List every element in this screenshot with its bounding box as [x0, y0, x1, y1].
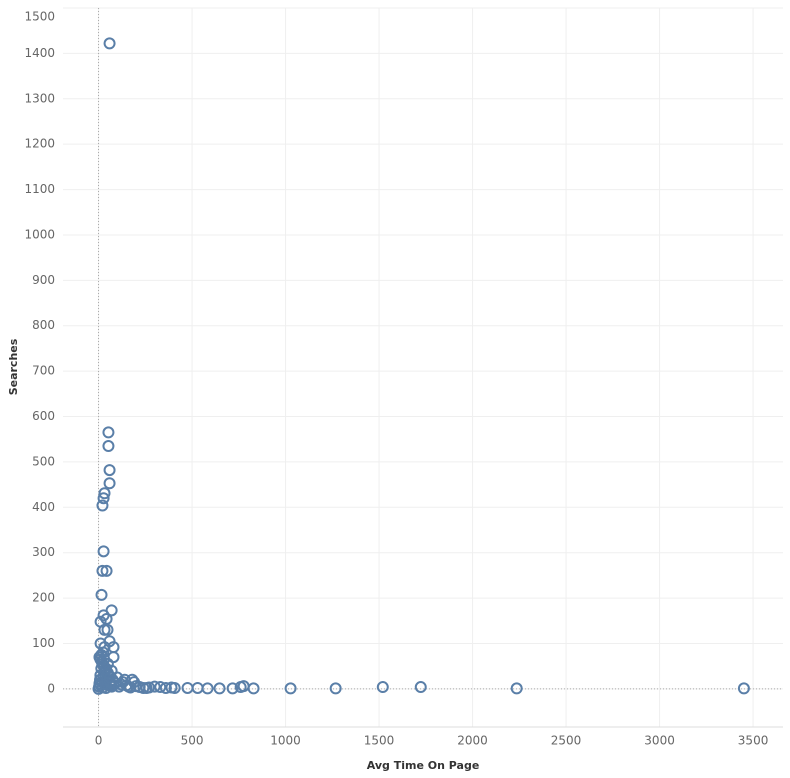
- y-tick-label: 300: [32, 545, 55, 559]
- x-tick-label: 1000: [270, 734, 301, 748]
- point: [102, 426, 115, 439]
- y-tick-label: 600: [32, 409, 55, 423]
- point: [329, 682, 342, 695]
- y-tick-label: 1300: [24, 91, 55, 105]
- point: [414, 681, 427, 694]
- y-tick-label: 700: [32, 364, 55, 378]
- point: [154, 681, 167, 694]
- point: [97, 545, 110, 558]
- y-tick-label: 0: [47, 681, 55, 695]
- y-tick-label: 200: [32, 591, 55, 605]
- x-tick-label: 2000: [457, 734, 488, 748]
- y-tick-label: 400: [32, 500, 55, 514]
- point: [98, 641, 111, 654]
- point: [181, 681, 194, 694]
- point: [201, 682, 214, 695]
- point: [137, 681, 150, 694]
- point: [213, 682, 226, 695]
- point: [102, 440, 115, 453]
- y-axis-title: Searches: [7, 338, 20, 395]
- point: [148, 680, 161, 693]
- x-tick-label: 1500: [364, 734, 395, 748]
- y-tick-label: 1200: [24, 137, 55, 151]
- x-tick-label: 3500: [738, 734, 769, 748]
- point: [96, 499, 109, 512]
- point: [97, 492, 110, 505]
- point: [95, 588, 108, 601]
- point: [97, 646, 110, 659]
- point: [126, 673, 139, 686]
- point: [247, 682, 260, 695]
- point: [143, 681, 156, 694]
- point: [101, 623, 114, 636]
- point: [284, 682, 297, 695]
- x-tick-label: 2500: [551, 734, 582, 748]
- x-tick-label: 3000: [644, 734, 675, 748]
- y-tick-label: 900: [32, 273, 55, 287]
- x-tick-label: 500: [181, 734, 204, 748]
- point: [737, 682, 750, 695]
- point: [100, 564, 113, 577]
- point: [376, 681, 389, 694]
- point: [103, 464, 116, 477]
- y-tick-label: 1000: [24, 227, 55, 241]
- x-tick-label: 0: [95, 734, 103, 748]
- x-axis-title: Avg Time On Page: [367, 759, 480, 772]
- y-tick-label: 1500: [24, 10, 55, 24]
- point: [105, 664, 118, 677]
- point: [103, 671, 116, 684]
- point: [97, 609, 110, 622]
- point: [98, 487, 111, 500]
- point: [159, 681, 172, 694]
- point: [103, 37, 116, 50]
- y-tick-label: 800: [32, 318, 55, 332]
- y-tick-label: 1400: [24, 46, 55, 60]
- point: [226, 682, 239, 695]
- point: [510, 682, 523, 695]
- y-tick-label: 500: [32, 454, 55, 468]
- point: [103, 477, 116, 490]
- point: [165, 681, 178, 694]
- y-tick-label: 1100: [24, 182, 55, 196]
- point: [96, 564, 109, 577]
- y-tick-label: 100: [32, 636, 55, 650]
- point: [191, 681, 204, 694]
